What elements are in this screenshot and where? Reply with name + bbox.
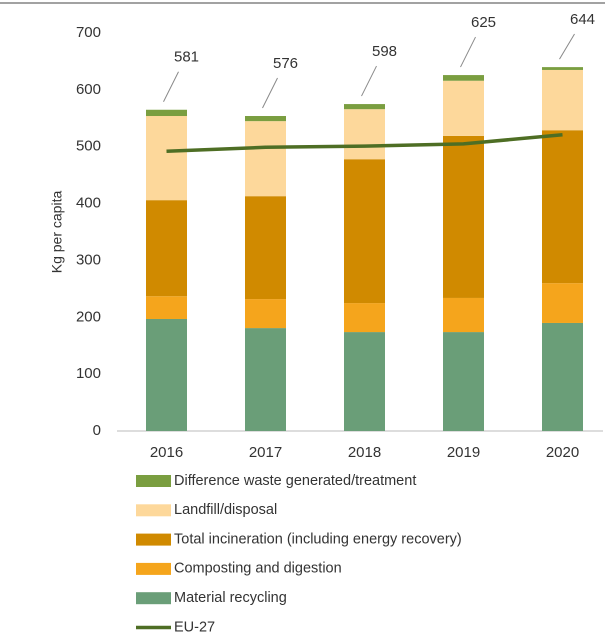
bar-segment <box>146 318 187 431</box>
y-tick-label: 0 <box>93 422 101 439</box>
bar-segment <box>443 332 484 431</box>
annotation-leader <box>559 33 575 60</box>
bar-segment <box>245 328 286 431</box>
annotation: 625 <box>471 14 496 31</box>
annotation-leader <box>163 71 179 102</box>
bar-segment <box>344 109 385 160</box>
legend-swatch <box>136 504 171 517</box>
y-tick-label: 700 <box>76 24 101 41</box>
line-series <box>166 133 563 154</box>
annotation: 598 <box>372 43 397 60</box>
x-tick-label: 2016 <box>150 444 183 461</box>
bar-segment <box>542 322 583 431</box>
bar-segment <box>344 104 385 110</box>
x-tick-label: 2018 <box>348 444 381 461</box>
annotation: 644 <box>570 11 595 28</box>
annotation-leader <box>460 36 476 68</box>
bar-segment <box>542 69 583 131</box>
bar-segment <box>542 283 583 323</box>
bar-segment <box>344 159 385 304</box>
bar-segment <box>443 297 484 333</box>
x-tick-label: 2019 <box>447 444 480 461</box>
annotation: 576 <box>273 55 298 72</box>
annotation-leader <box>262 77 278 109</box>
bar-segment <box>344 332 385 431</box>
bar-segment <box>245 299 286 329</box>
y-tick-label: 300 <box>76 251 101 268</box>
bar-segment <box>146 116 187 201</box>
bar-segment <box>542 67 583 70</box>
legend-swatch <box>136 475 171 487</box>
bar-segment <box>443 75 484 81</box>
legend-label: Total incineration (including energy rec… <box>174 531 462 547</box>
bar-segment <box>245 196 286 300</box>
bar-segment <box>245 121 286 197</box>
bar-segment <box>344 303 385 333</box>
bar-segment <box>146 200 187 297</box>
bar-segment <box>443 80 484 136</box>
legend-label: Difference waste generated/treatment <box>174 473 416 489</box>
y-axis-label: Kg per capita <box>49 191 65 274</box>
bar-segment <box>443 135 484 298</box>
y-tick-label: 400 <box>76 195 101 212</box>
annotation-leader <box>361 65 377 97</box>
x-tick-label: 2020 <box>546 444 579 461</box>
bar-segment <box>146 109 187 117</box>
y-tick-label: 500 <box>76 138 101 155</box>
legend-swatch <box>136 533 171 546</box>
bar-segment <box>146 296 187 319</box>
legend-label: EU-27 <box>174 619 215 635</box>
legend-label: Material recycling <box>174 590 287 606</box>
legend-swatch <box>136 562 171 575</box>
annotation: 581 <box>174 49 199 66</box>
legend-label: Landfill/disposal <box>174 502 277 518</box>
y-tick-label: 600 <box>76 81 101 98</box>
y-tick-label: 200 <box>76 308 101 325</box>
legend-swatch <box>136 592 171 605</box>
y-tick-label: 100 <box>76 365 101 382</box>
bar-segment <box>542 130 583 284</box>
legend-label: Composting and digestion <box>174 561 342 577</box>
x-tick-label: 2017 <box>249 444 282 461</box>
bar-segment <box>245 116 286 122</box>
